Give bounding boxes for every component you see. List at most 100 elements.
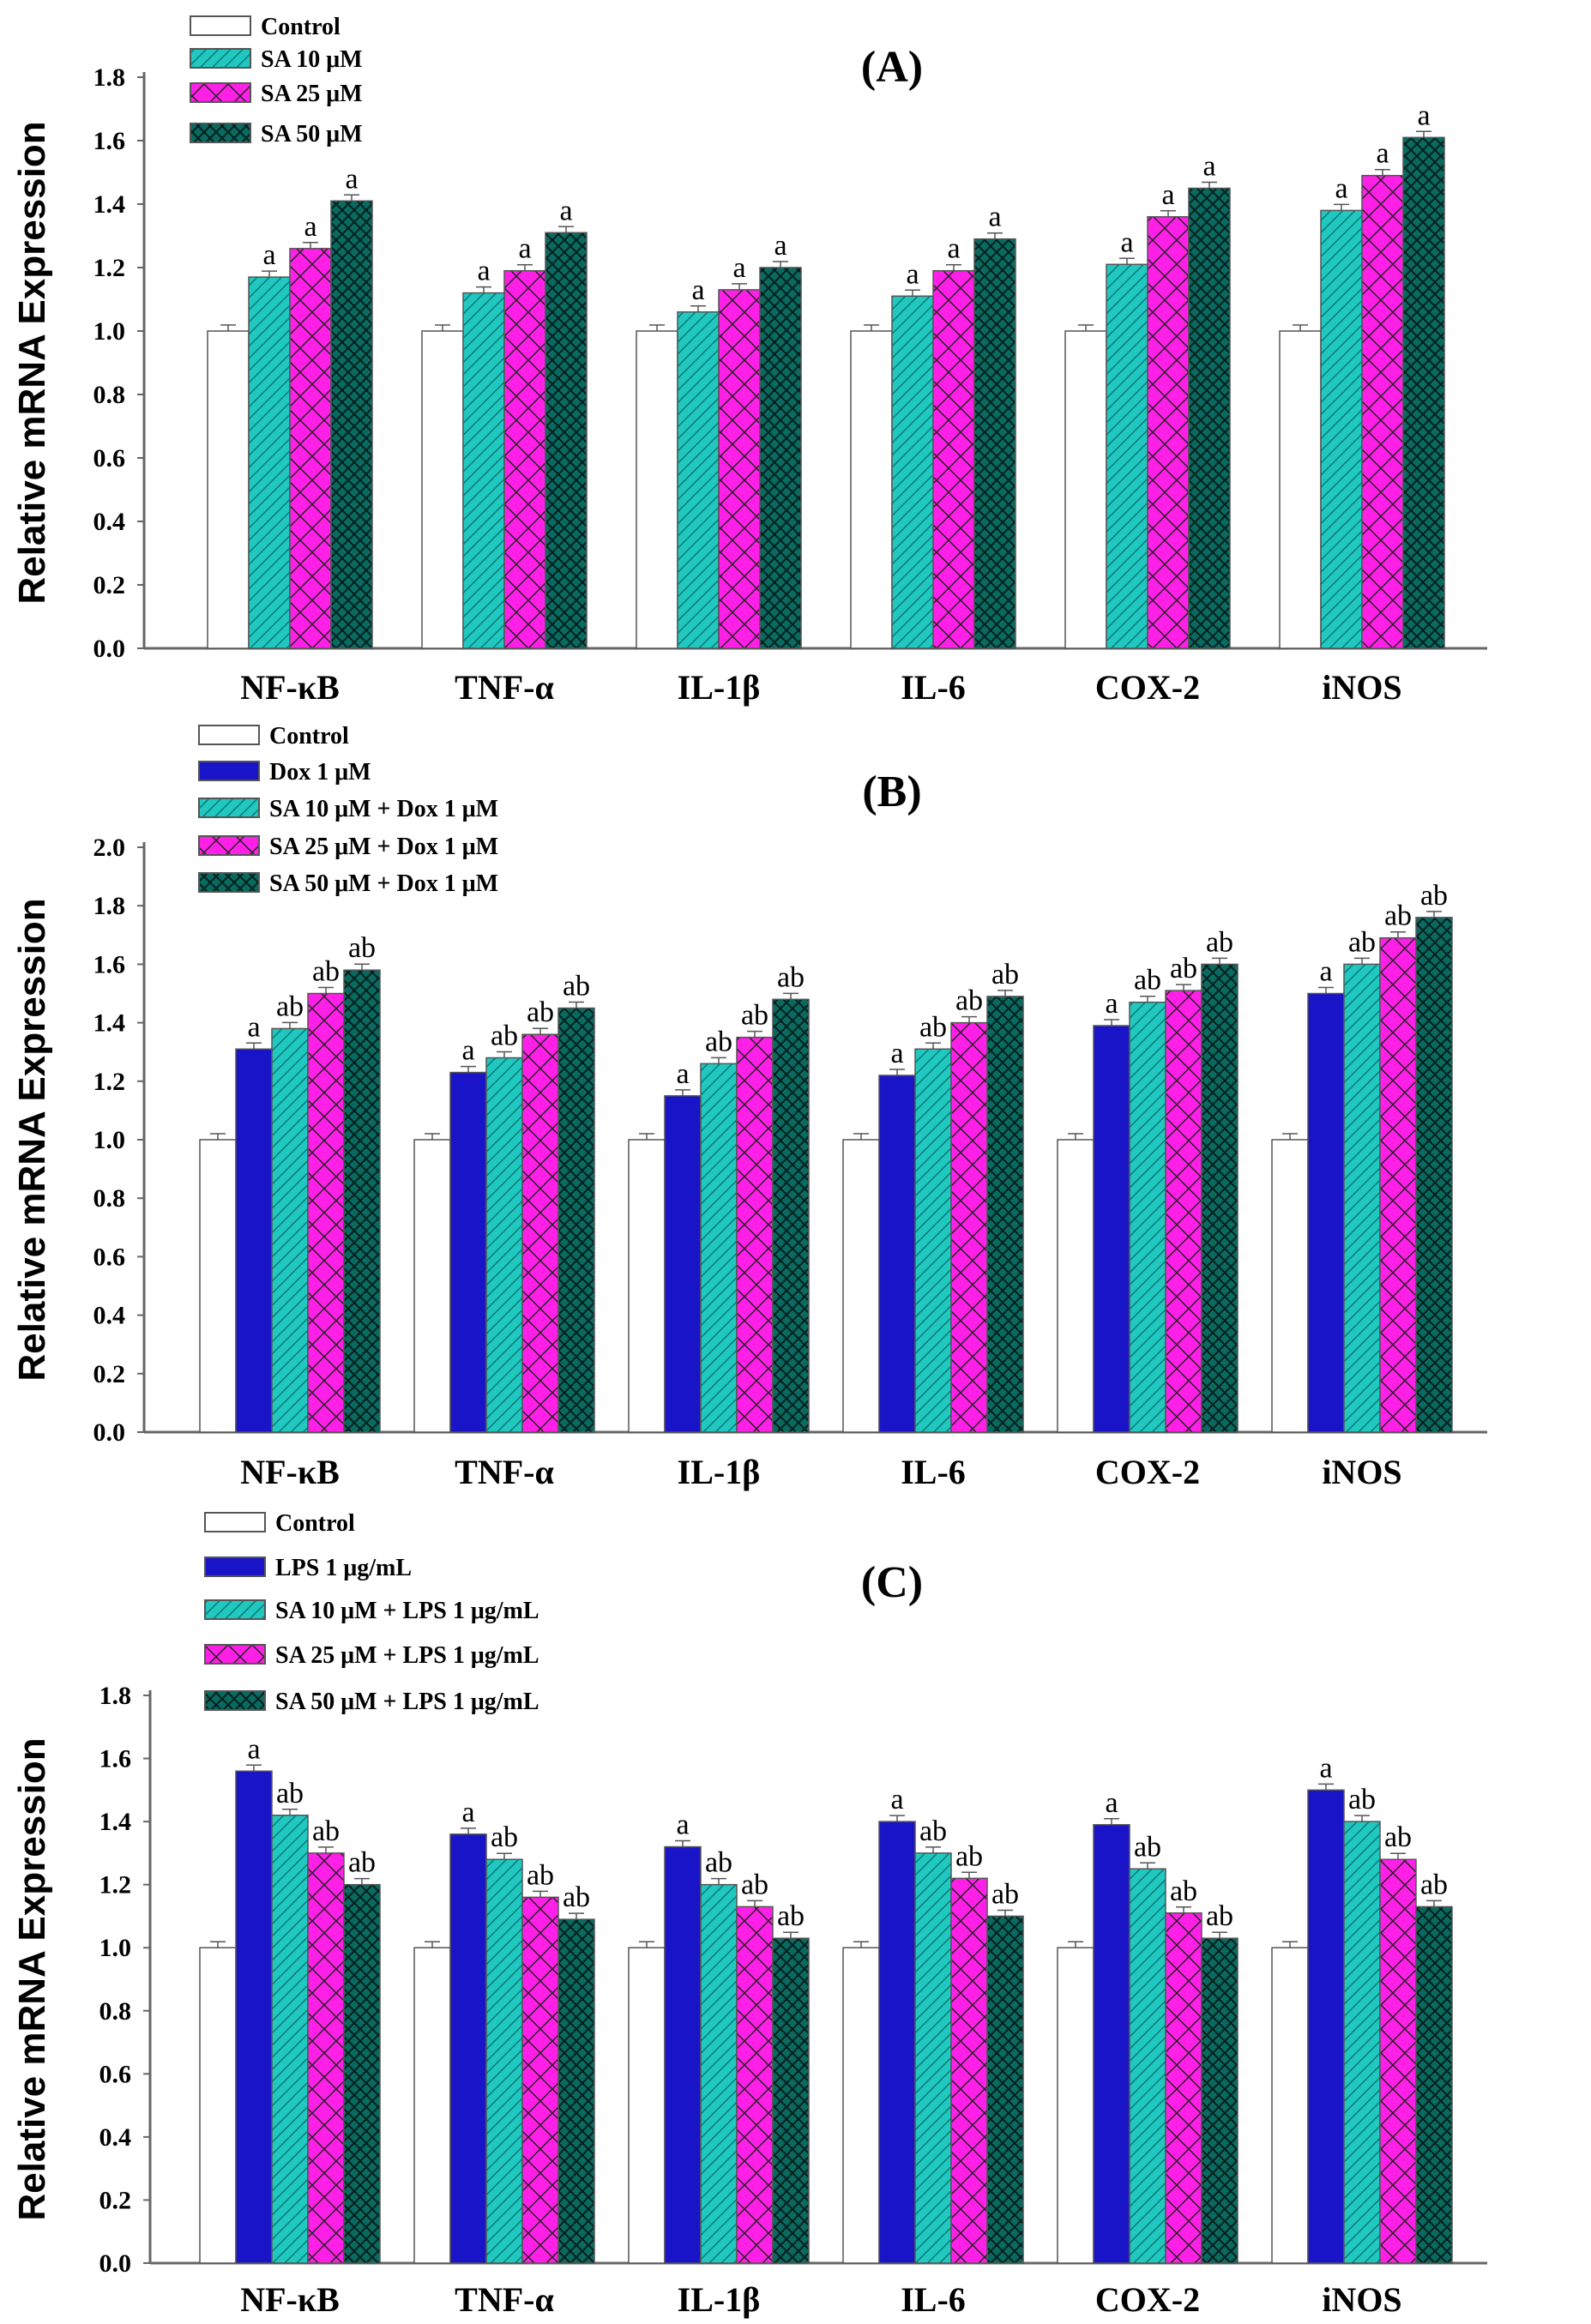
- error-bar: [773, 261, 788, 268]
- error-bar: [354, 963, 370, 971]
- bar: [1379, 936, 1417, 1433]
- significance-label: ab: [919, 1011, 947, 1043]
- y-tick-label: 0.8: [99, 1997, 132, 2026]
- x-tick-label: iNOS: [1322, 668, 1401, 707]
- error-bar: [461, 1827, 476, 1834]
- significance-label: a: [1105, 988, 1118, 1020]
- y-tick-label: 0.6: [99, 2060, 132, 2088]
- significance-label: ab: [1206, 1900, 1233, 1932]
- bar: [557, 1918, 595, 2264]
- error-bar: [905, 289, 920, 297]
- error-bar: [1068, 1941, 1083, 1948]
- bar: [503, 269, 546, 649]
- bar: [664, 1095, 702, 1433]
- legend-label: SA 50 μM + LPS 1 μg/mL: [275, 1689, 539, 1715]
- significance-label: ab: [705, 1026, 732, 1057]
- legend-label: SA 50 μM: [261, 121, 363, 148]
- bar: [1307, 992, 1345, 1433]
- x-tick-label: iNOS: [1322, 2280, 1401, 2319]
- significance-label: ab: [563, 971, 590, 1002]
- x-tick-label: IL-1β: [678, 668, 761, 707]
- significance-label: a: [461, 1797, 474, 1828]
- x-tick-label: COX-2: [1095, 668, 1200, 707]
- bar: [636, 330, 678, 649]
- error-bar: [425, 1133, 440, 1140]
- significance-label: ab: [1170, 953, 1197, 984]
- legend-label: SA 50 μM + Dox 1 μM: [269, 870, 498, 897]
- bar: [664, 1845, 702, 2264]
- significance-label: a: [262, 239, 275, 271]
- bar: [235, 1770, 273, 2264]
- bar: [950, 1877, 988, 2264]
- error-bar: [690, 305, 706, 312]
- significance-label: a: [1202, 151, 1215, 183]
- significance-label: ab: [1206, 926, 1233, 958]
- error-bar: [997, 990, 1013, 996]
- significance-label: a: [1376, 138, 1389, 170]
- error-bar: [961, 1015, 977, 1023]
- significance-label: ab: [919, 1815, 947, 1847]
- bar: [1415, 1906, 1453, 2264]
- legend-label: SA 25 μM + LPS 1 μg/mL: [275, 1642, 539, 1669]
- bar: [1343, 1821, 1381, 2264]
- y-tick-label: 1.0: [93, 1126, 126, 1154]
- y-tick-label: 1.6: [93, 950, 126, 978]
- x-tick-label: TNF-α: [455, 2280, 554, 2319]
- error-bar: [1416, 130, 1431, 138]
- significance-label: a: [461, 1035, 474, 1067]
- significance-label: a: [676, 1058, 689, 1090]
- error-bar: [1078, 324, 1094, 331]
- bar: [914, 1048, 952, 1433]
- chart-title: (C): [861, 1558, 923, 1607]
- bar: [932, 269, 975, 649]
- legend-swatch: [198, 872, 260, 893]
- significance-label: ab: [276, 1778, 304, 1809]
- bar: [700, 1063, 738, 1433]
- significance-label: a: [1161, 179, 1174, 211]
- significance-label: a: [559, 195, 572, 226]
- bar: [449, 1833, 487, 2264]
- bar: [235, 1048, 273, 1433]
- y-tick-label: 1.2: [93, 254, 126, 282]
- significance-label: a: [676, 1809, 689, 1841]
- error-bar: [461, 1065, 476, 1073]
- bar: [1129, 1868, 1166, 2264]
- bar: [1147, 216, 1190, 649]
- bar: [1093, 1824, 1130, 2264]
- error-bar: [497, 1852, 512, 1860]
- y-tick-label: 1.4: [93, 190, 126, 219]
- bar: [343, 1883, 381, 2264]
- significance-label: a: [1319, 1752, 1332, 1784]
- x-tick-label: IL-6: [901, 2280, 966, 2319]
- significance-label: a: [1120, 226, 1133, 258]
- y-tick-label: 0.8: [93, 1184, 126, 1213]
- bar: [330, 200, 373, 649]
- x-tick-label: COX-2: [1095, 2280, 1200, 2319]
- error-bar: [675, 1839, 690, 1847]
- bar: [891, 295, 934, 649]
- significance-label: ab: [991, 1878, 1019, 1910]
- significance-label: a: [947, 233, 960, 265]
- x-tick-label: NF-κB: [240, 1453, 340, 1491]
- legend-swatch: [198, 798, 260, 818]
- error-bar: [732, 283, 747, 290]
- error-bar: [961, 1871, 977, 1879]
- error-bar: [1104, 1019, 1119, 1027]
- bar: [199, 1139, 237, 1433]
- error-bar: [1354, 1815, 1370, 1822]
- bar: [1057, 1947, 1094, 2264]
- significance-label: ab: [955, 985, 983, 1017]
- y-axis-title: Relative mRNA Expression: [11, 898, 53, 1381]
- error-bar: [649, 324, 665, 331]
- significance-label: ab: [312, 1815, 340, 1847]
- y-tick-label: 1.2: [99, 1871, 132, 1900]
- bar: [850, 330, 893, 649]
- significance-label: a: [1105, 1787, 1118, 1819]
- bar: [1165, 990, 1202, 1433]
- bar: [521, 1896, 559, 2264]
- significance-label: ab: [1420, 880, 1448, 912]
- significance-label: ab: [1170, 1875, 1197, 1907]
- y-tick-label: 0.0: [93, 635, 126, 663]
- bar: [1307, 1789, 1345, 2264]
- significance-label: a: [247, 1733, 260, 1765]
